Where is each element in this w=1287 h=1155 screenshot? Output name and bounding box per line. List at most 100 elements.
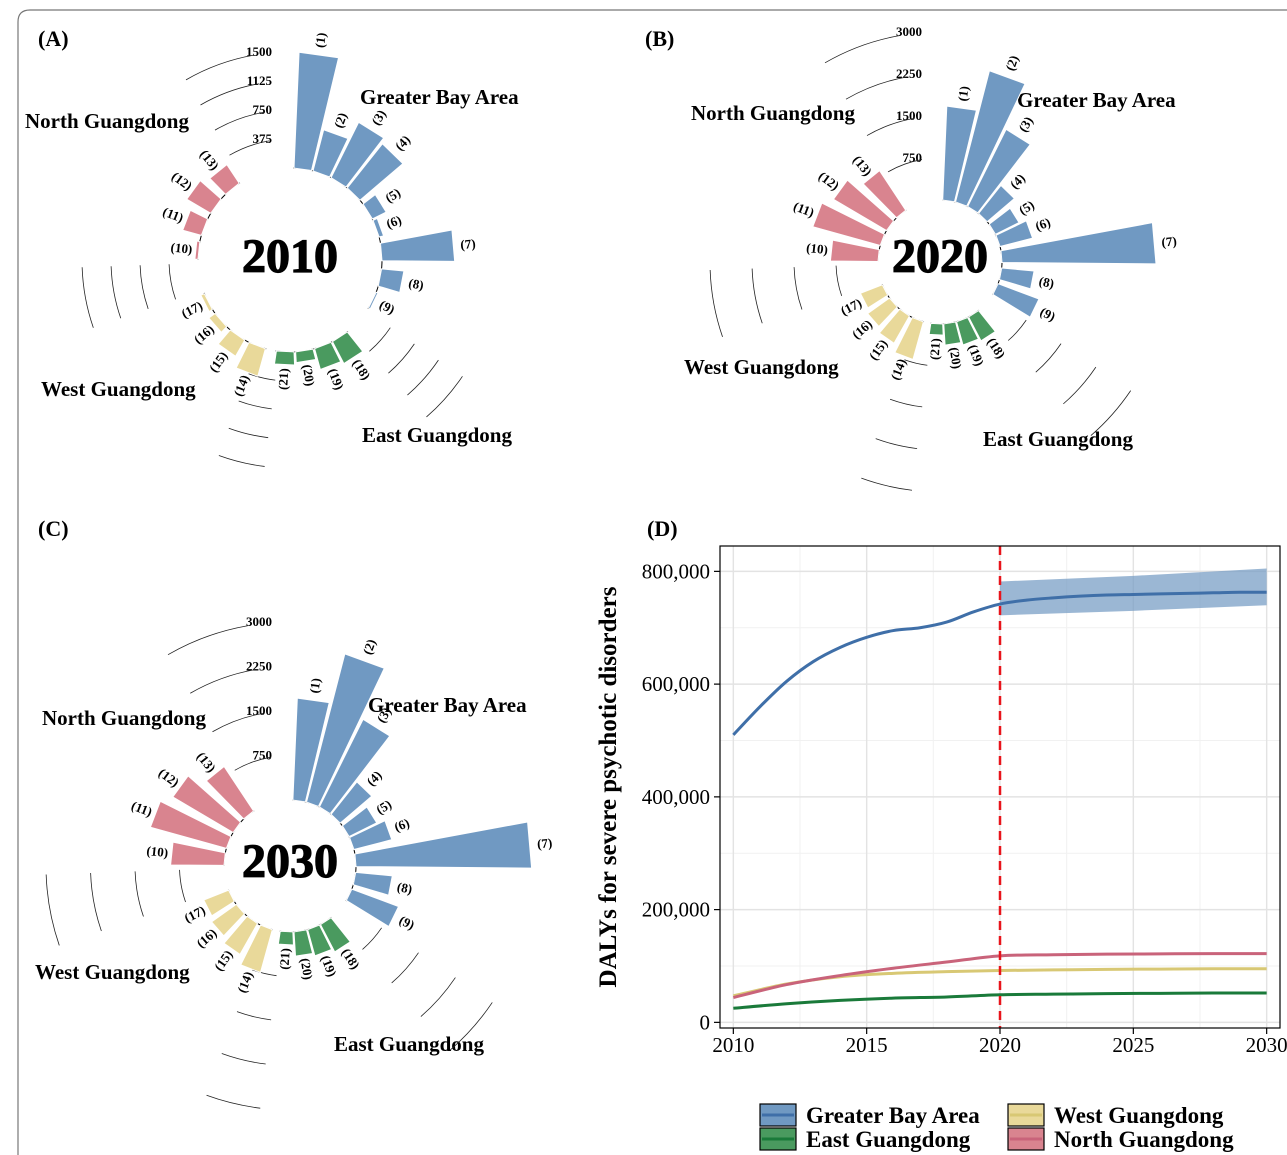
scale-tick-label: 750	[253, 748, 273, 763]
bar-label-9: (9)	[397, 912, 417, 932]
bar-2-greater-bay-area	[312, 129, 349, 178]
bar-15-west-guangdong	[878, 308, 911, 344]
bar-7-greater-bay-area	[379, 229, 456, 262]
bar-6-greater-bay-area	[348, 820, 393, 851]
scale-guide-arc	[139, 265, 149, 309]
year-label-2020: 2020	[892, 230, 988, 283]
scale-tick-label: 750	[903, 150, 923, 165]
bar-9-greater-bay-area	[992, 283, 1040, 318]
bar-8-greater-bay-area	[352, 871, 393, 896]
bar-label-6: (6)	[392, 815, 411, 834]
bar-19-east-guangdong	[313, 341, 342, 371]
scale-guide-arc	[110, 266, 122, 319]
bar-13-north-guangdong	[209, 163, 240, 196]
ribbon-greater-bay-area	[1000, 568, 1267, 616]
bar-21-east-guangdong	[277, 930, 294, 946]
scale-guide-arc	[751, 268, 763, 324]
bar-5-greater-bay-area	[362, 193, 387, 220]
region-label-greater-bay-area: Greater Bay Area	[368, 693, 527, 717]
bar-label-5: (5)	[373, 796, 394, 817]
bar-label-6: (6)	[1033, 214, 1052, 233]
bar-label-20: (20)	[298, 957, 316, 981]
circular-chart-2020: (B) 2020 Greater Bay Area North Guangdon…	[645, 24, 1177, 491]
bar-label-15: (15)	[211, 947, 236, 973]
scale-tick-label: 1125	[247, 73, 273, 88]
scale-guide-arc	[449, 1002, 493, 1051]
series-line-greater-bay-area	[732, 590, 1267, 736]
scale-guide-arc	[229, 140, 270, 156]
bar-13-north-guangdong	[205, 765, 255, 820]
bar-16-west-guangdong	[210, 903, 246, 937]
bar-label-11: (11)	[161, 204, 186, 226]
bar-20-east-guangdong	[295, 348, 317, 364]
y-tick-label: 200,000	[642, 898, 710, 922]
panel-tag-b: (B)	[645, 26, 674, 51]
region-label-west-guangdong: West Guangdong	[35, 960, 190, 984]
bar-label-15: (15)	[866, 336, 891, 362]
bar-label-19: (19)	[318, 953, 340, 979]
bar-11-north-guangdong	[182, 209, 209, 237]
scale-guide-arc	[236, 1011, 272, 1021]
bar-label-16: (16)	[849, 316, 875, 342]
bar-10-north-guangdong	[170, 841, 226, 866]
bar-8-greater-bay-area	[377, 268, 405, 294]
x-tick-label: 2015	[846, 1033, 888, 1057]
region-label-greater-bay-area: Greater Bay Area	[360, 85, 519, 109]
legend-label-west-guangdong: West Guangdong	[1054, 1103, 1224, 1128]
scale-guide-arc	[90, 872, 102, 932]
bar-5-greater-bay-area	[988, 207, 1020, 235]
bar-label-19: (19)	[965, 342, 987, 368]
bar-2-greater-bay-area	[305, 653, 386, 808]
scale-guide-arc	[845, 76, 908, 100]
bar-label-1: (1)	[312, 32, 329, 49]
scale-guide-arc	[835, 265, 843, 296]
bar-1-greater-bay-area	[292, 697, 330, 803]
bar-label-18: (18)	[339, 946, 363, 972]
bar-21-east-guangdong	[928, 322, 944, 336]
bar-11-north-guangdong	[149, 800, 232, 849]
scale-guide-arc	[388, 343, 415, 374]
bar-label-7: (7)	[1161, 233, 1177, 249]
bar-14-west-guangdong	[240, 924, 273, 974]
scale-guide-arc	[167, 625, 248, 656]
bar-label-20: (20)	[947, 346, 965, 370]
bar-label-16: (16)	[191, 321, 217, 347]
bar-15-west-guangdong	[217, 329, 246, 357]
bar-9-greater-bay-area	[345, 888, 400, 928]
bar-label-14: (14)	[230, 373, 252, 399]
scale-guide-arc	[1035, 343, 1062, 373]
bar-20-east-guangdong	[293, 929, 314, 957]
bar-5-greater-bay-area	[341, 806, 378, 838]
bar-label-16: (16)	[193, 925, 219, 951]
scale-guide-arc	[793, 267, 803, 310]
bar-18-east-guangdong	[331, 331, 364, 365]
region-label-north-guangdong: North Guangdong	[42, 706, 206, 730]
scale-guide-arc	[238, 400, 272, 410]
scale-tick-label: 2250	[246, 659, 272, 674]
scale-guide-arc	[190, 669, 256, 694]
bar-9-greater-bay-area	[367, 291, 379, 310]
bar-label-8: (8)	[1038, 273, 1056, 291]
x-tick-label: 2030	[1246, 1033, 1287, 1057]
bar-10-north-guangdong	[829, 239, 880, 262]
x-tick-label: 2025	[1112, 1033, 1154, 1057]
scale-guide-arc	[904, 359, 928, 366]
panel-tag-c: (C)	[38, 516, 69, 541]
bar-label-3: (3)	[1015, 114, 1036, 135]
bar-6-greater-bay-area	[995, 220, 1034, 248]
region-label-north-guangdong: North Guangdong	[25, 109, 189, 133]
bar-12-north-guangdong	[832, 179, 895, 232]
scale-guide-arc	[185, 54, 254, 81]
bar-label-13: (13)	[194, 749, 219, 775]
scale-guide-arc	[218, 455, 265, 467]
bar-4-greater-bay-area	[977, 184, 1016, 223]
scale-guide-arc	[228, 427, 269, 439]
scale-guide-arc	[861, 477, 913, 491]
panel-tag-a: (A)	[38, 26, 69, 51]
bar-label-4: (4)	[363, 768, 384, 789]
scale-guide-arc	[248, 373, 276, 381]
bar-7-greater-bay-area	[354, 821, 533, 869]
region-label-west-guangdong: West Guangdong	[41, 377, 196, 401]
x-tick-label: 2020	[979, 1033, 1021, 1057]
bar-13-north-guangdong	[862, 169, 907, 219]
